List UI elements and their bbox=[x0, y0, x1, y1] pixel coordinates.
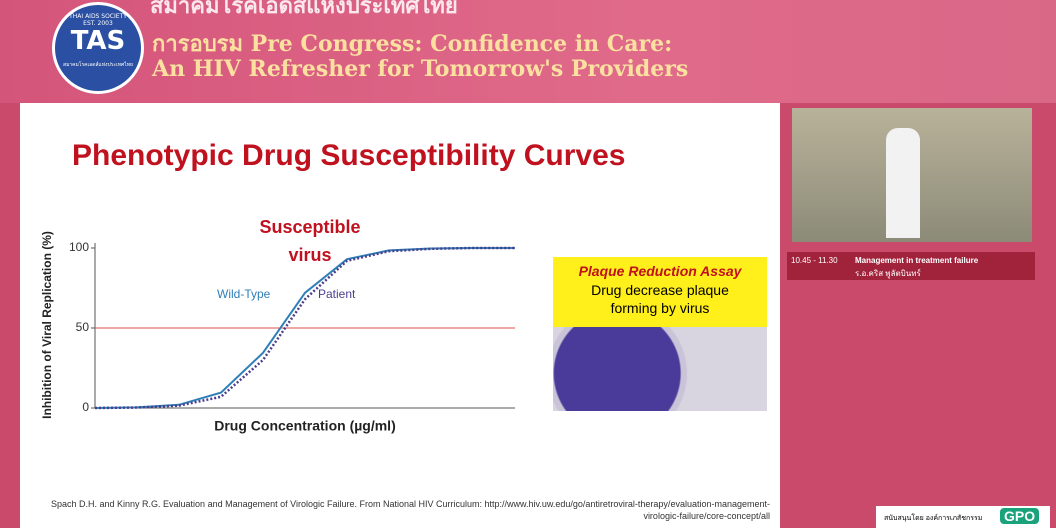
logo-est: EST. 2003 bbox=[83, 20, 113, 27]
y-axis-label: Inhibition of Viral Replication (%) bbox=[40, 231, 54, 419]
topic: Management in treatment failure bbox=[855, 256, 979, 265]
y-tick-label: 50 bbox=[76, 320, 90, 334]
header: สมาคมโรคเอดส์แห่งประเทศไทย การอบรม Pre C… bbox=[0, 0, 1056, 103]
speaker: ร.อ.คริส พูลัตบินทร์ bbox=[855, 269, 921, 278]
time: 10.45 - 11.30 bbox=[791, 256, 838, 265]
legend-label: Patient bbox=[318, 287, 356, 301]
gpo-logo: GPO bbox=[1000, 508, 1040, 524]
slide-title: Phenotypic Drug Susceptibility Curves bbox=[72, 139, 626, 172]
header-line: การอบรม Pre Congress: Confidence in Care… bbox=[152, 31, 673, 57]
schedule-bar: 10.45 - 11.30 Management in treatment fa… bbox=[787, 252, 1035, 280]
footer: สนับสนุนโดย องค์การเภสัชกรรม GPO bbox=[876, 506, 1050, 528]
logo: THAI AIDS SOCIETY EST. 2003 TAS สมาคมโรค… bbox=[52, 2, 144, 94]
logo-ring-top: THAI AIDS SOCIETY bbox=[69, 13, 127, 20]
plaque-image bbox=[553, 327, 767, 411]
plaque-text: Drug decrease plaque forming by virus bbox=[591, 282, 729, 316]
citation: Spach D.H. and Kinny R.G. Evaluation and… bbox=[50, 499, 770, 521]
video-feed bbox=[792, 108, 1032, 242]
series-line bbox=[94, 246, 515, 410]
plaque-title: Plaque Reduction Assay bbox=[578, 263, 742, 279]
y-tick-label: 100 bbox=[69, 240, 89, 254]
annotation: Susceptible virus bbox=[259, 217, 360, 265]
legend-label: Wild-Type bbox=[217, 287, 271, 301]
chart: 050100IC₅₀Wild-TypePatientSusceptiblevir… bbox=[40, 217, 515, 434]
org-name: สมาคมโรคเอดส์แห่งประเทศไทย bbox=[150, 0, 458, 19]
plaque-box: Plaque Reduction Assay Drug decrease pla… bbox=[553, 257, 767, 327]
x-axis-label: Drug Concentration (µg/ml) bbox=[214, 418, 396, 434]
slide: Phenotypic Drug Susceptibility Curves Pl… bbox=[20, 103, 780, 528]
speaker-figure bbox=[886, 128, 920, 238]
logo-ring-bottom: สมาคมโรคเอดส์แห่งประเทศไทย bbox=[63, 62, 133, 68]
sponsor: สนับสนุนโดย องค์การเภสัชกรรม bbox=[884, 515, 983, 522]
header-line: An HIV Refresher for Tomorrow's Provider… bbox=[152, 56, 689, 82]
logo-abbr: TAS bbox=[70, 26, 126, 56]
y-tick-label: 0 bbox=[82, 400, 89, 414]
